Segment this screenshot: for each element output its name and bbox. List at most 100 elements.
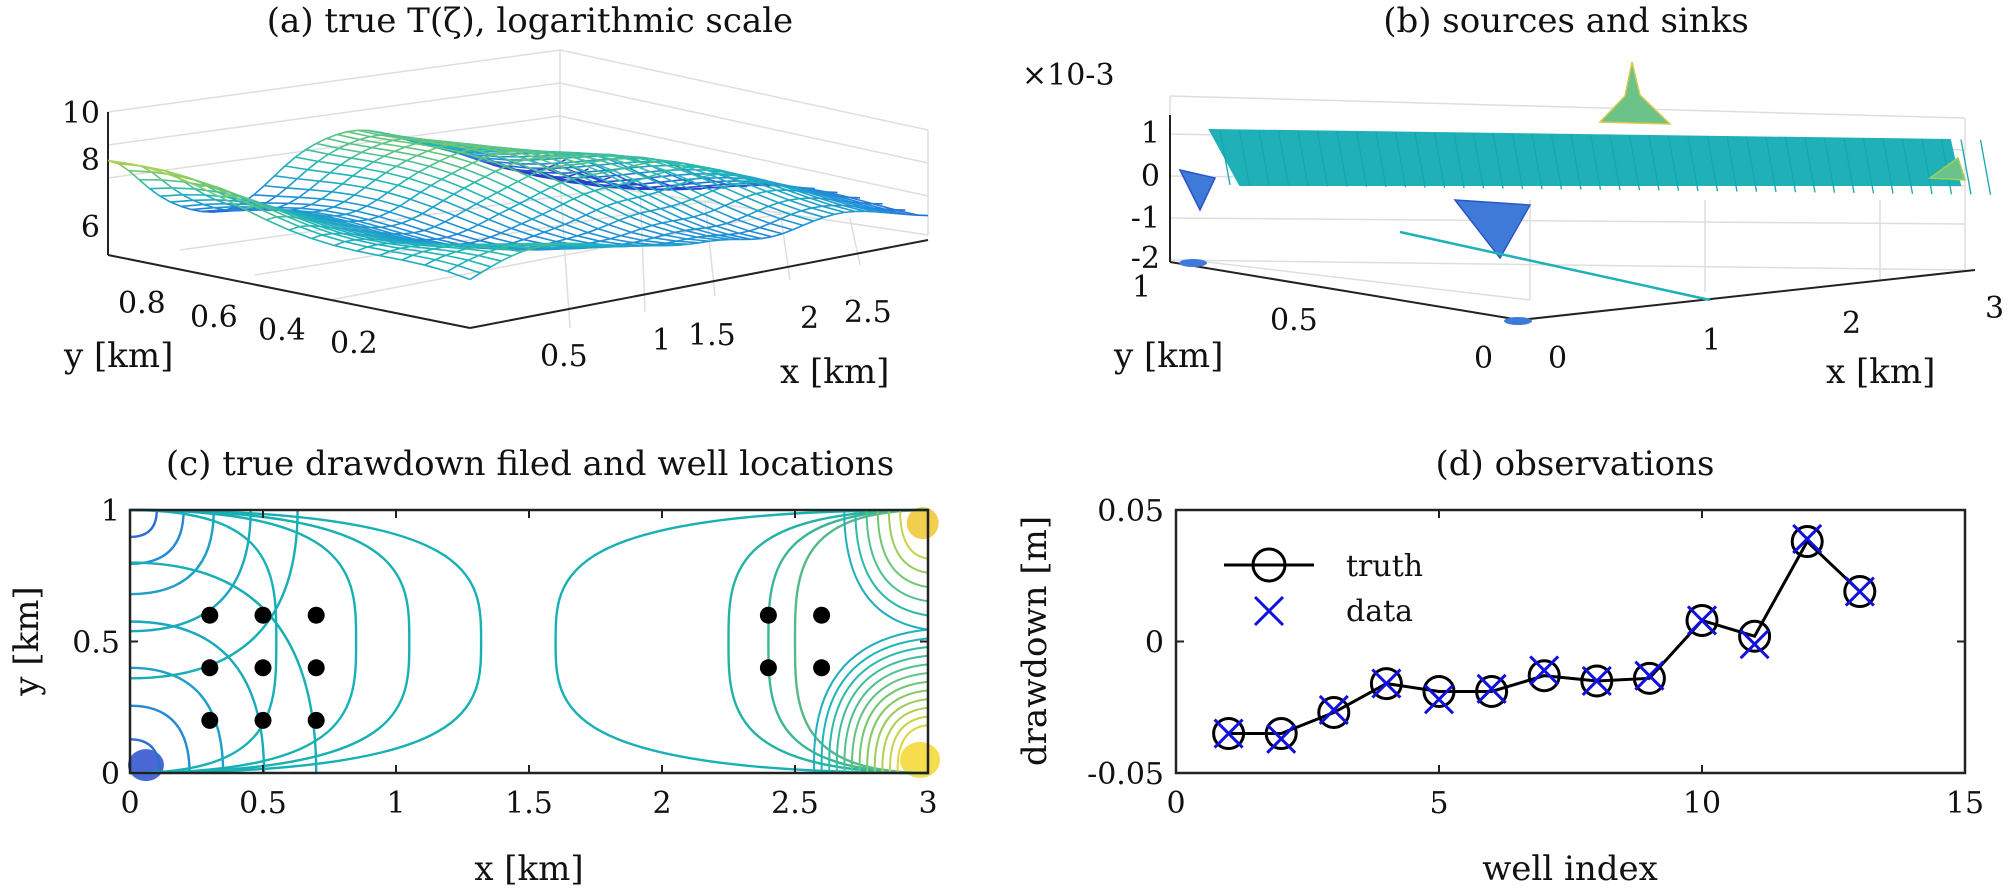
surface-a-segment bbox=[334, 244, 358, 252]
surface-a-segment bbox=[436, 238, 460, 246]
surface-a-segment bbox=[613, 169, 637, 182]
surface-a-segment bbox=[161, 179, 173, 189]
surface-a-segment bbox=[509, 208, 533, 220]
panel-b-x-tick-3: 3 bbox=[1985, 291, 2004, 326]
panel-c-y-label: y [km] bbox=[7, 586, 47, 696]
panel-a-surface-plot: (a) true T(ζ), logarithmic scale bbox=[62, 1, 929, 392]
surface-a-segment bbox=[340, 164, 364, 170]
surface-a-segment bbox=[743, 181, 767, 193]
well-marker bbox=[307, 659, 325, 677]
surface-a-segment bbox=[672, 218, 684, 222]
surface-b-floor-mark bbox=[1179, 259, 1207, 267]
surface-a-segment bbox=[467, 254, 479, 261]
data-point bbox=[1476, 673, 1507, 704]
surface-b-mesh-line bbox=[1706, 136, 1719, 192]
surface-a-segment bbox=[364, 179, 376, 189]
surface-a-segment bbox=[482, 153, 494, 160]
surface-a-segment bbox=[366, 199, 378, 207]
surface-a-segment bbox=[538, 167, 550, 173]
surface-a-segment bbox=[460, 151, 484, 160]
panel-a-x-tick-3: 2 bbox=[800, 301, 819, 336]
surface-a-segment bbox=[354, 194, 378, 201]
contour-line bbox=[896, 724, 929, 774]
panel-c-x-label: x [km] bbox=[474, 849, 583, 889]
data-point bbox=[1739, 629, 1770, 660]
surface-a-segment bbox=[658, 191, 682, 204]
surface-a-segment bbox=[691, 198, 715, 211]
surface-a-segment bbox=[460, 148, 472, 153]
surface-a-segment bbox=[533, 231, 545, 237]
surface-a-segment bbox=[455, 215, 479, 226]
data-point bbox=[1213, 718, 1244, 749]
data-point bbox=[1371, 668, 1402, 699]
surface-a-segment bbox=[649, 210, 674, 222]
surface-a-segment bbox=[418, 165, 430, 173]
surface-a-segment bbox=[451, 167, 463, 175]
surface-a-segment bbox=[608, 223, 632, 234]
surface-a-segment bbox=[434, 225, 458, 235]
surface-a-segment bbox=[616, 174, 628, 181]
surface-b-mesh-line bbox=[1375, 131, 1387, 188]
surface-a-segment bbox=[479, 266, 492, 274]
surface-a-segment bbox=[665, 160, 689, 169]
surface-a-segment bbox=[398, 242, 422, 247]
surface-a-segment bbox=[698, 240, 710, 244]
surface-a-segment bbox=[515, 158, 527, 164]
surface-a-segment bbox=[447, 270, 471, 281]
panel-a-z-tick-1: 8 bbox=[81, 143, 100, 178]
surface-a-segment bbox=[457, 233, 481, 242]
surface-a-segment bbox=[601, 159, 625, 169]
surface-a-segment bbox=[333, 201, 345, 208]
surface-a-segment bbox=[749, 230, 773, 238]
surface-a-segment bbox=[352, 167, 364, 177]
surface-a-segment bbox=[138, 179, 151, 190]
surface-a-segment bbox=[639, 212, 663, 224]
panel-b-y-tick-2: 0 bbox=[1474, 341, 1493, 376]
panel-d-y-label: drawdown [m] bbox=[1015, 516, 1055, 766]
surface-a-segment bbox=[453, 187, 465, 195]
surface-a-segment bbox=[578, 154, 602, 162]
surface-a-segment bbox=[375, 171, 387, 181]
surface-a-segment bbox=[726, 222, 750, 232]
surface-a-segment bbox=[333, 240, 345, 247]
well-marker bbox=[254, 606, 272, 624]
surface-a-segment bbox=[649, 177, 661, 183]
surface-a-segment bbox=[472, 157, 484, 164]
surface-a-segment bbox=[264, 184, 287, 189]
surface-a-segment bbox=[434, 221, 446, 228]
surface-a-segment bbox=[474, 176, 486, 184]
surface-a-segment bbox=[430, 184, 455, 195]
surface-a-segment bbox=[399, 198, 411, 207]
surface-a-segment bbox=[389, 205, 401, 213]
surface-a-segment bbox=[547, 156, 571, 166]
panel-a-y-tick-2: 0.4 bbox=[258, 313, 306, 348]
surface-a-segment bbox=[700, 176, 724, 188]
surface-a-segment bbox=[700, 174, 711, 179]
surface-a-segment bbox=[150, 171, 163, 181]
contour-line bbox=[129, 509, 299, 680]
surface-a-segment bbox=[377, 243, 401, 250]
surface-a-segment bbox=[385, 171, 409, 180]
surface-a-segment bbox=[554, 223, 566, 230]
surface-a-segment bbox=[323, 209, 347, 216]
surface-b-mesh-line bbox=[1979, 139, 1992, 195]
surface-a-segment bbox=[305, 142, 317, 151]
surface-a-segment bbox=[203, 202, 227, 206]
surface-a-segment bbox=[637, 194, 649, 199]
surface-a-segment bbox=[564, 219, 576, 226]
surface-a-segment bbox=[628, 167, 640, 174]
surface-a-segment bbox=[524, 150, 548, 158]
surface-a-segment bbox=[461, 162, 474, 169]
surface-a-segment bbox=[498, 213, 522, 225]
panel-b-y-label: y [km] bbox=[1113, 336, 1223, 376]
surface-b-mesh-line bbox=[1648, 135, 1660, 191]
surface-a-segment bbox=[180, 203, 204, 208]
surface-a-segment bbox=[625, 182, 649, 196]
surface-a-segment bbox=[682, 218, 707, 229]
surface-a-segment bbox=[738, 232, 762, 240]
surface-a-segment bbox=[412, 250, 424, 257]
surface-b-mesh-line bbox=[1726, 136, 1738, 192]
surface-a-segment bbox=[490, 232, 502, 238]
surface-b-projection-line bbox=[1399, 230, 1711, 302]
surface-a-segment bbox=[896, 212, 908, 216]
